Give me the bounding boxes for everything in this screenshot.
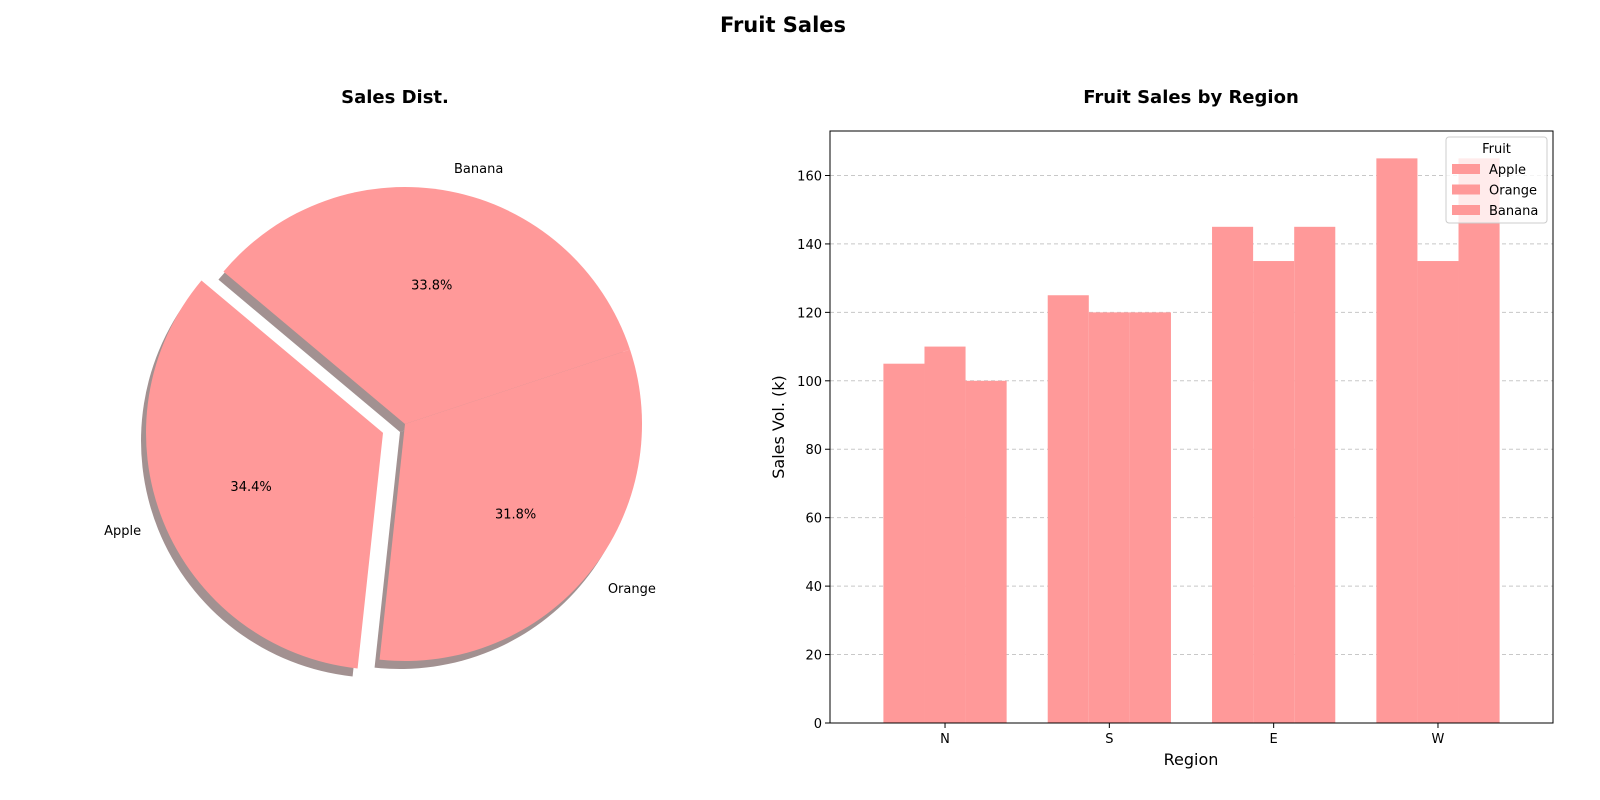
y-tick-label: 40: [805, 580, 822, 595]
pie-slice-banana: [223, 186, 630, 424]
y-tick-label: 80: [805, 443, 822, 458]
pie-title: Sales Dist.: [341, 87, 449, 108]
x-tick-label-s: S: [1105, 732, 1113, 747]
legend-label-banana: Banana: [1489, 204, 1538, 219]
bar-chart: Fruit Sales by Region 0 20 40 60 80 100 120 140…: [769, 87, 1554, 769]
legend-swatch-apple: [1452, 164, 1480, 174]
bar-orange-s: [1088, 312, 1130, 723]
legend-swatch-orange: [1452, 184, 1480, 195]
y-tick-label: 100: [797, 375, 822, 390]
y-tick-label: 20: [805, 649, 822, 664]
figure-title: Fruit Sales: [720, 13, 846, 37]
y-tick-label: 0: [814, 717, 822, 732]
pie-labels: Apple 34.4% Orange 31.8% Banana 33.8%: [104, 162, 656, 597]
bar-banana-w: [1458, 158, 1500, 723]
bar-banana-e: [1294, 226, 1336, 723]
x-tick-label-e: E: [1270, 732, 1278, 747]
x-axis-label: Region: [1164, 750, 1219, 769]
legend-title: Fruit: [1482, 142, 1511, 157]
y-tick-label: 120: [797, 306, 822, 321]
bar-title: Fruit Sales by Region: [1083, 87, 1299, 108]
legend-label-apple: Apple: [1489, 163, 1526, 178]
bar-banana-n: [965, 380, 1007, 723]
legend: Fruit Apple Orange Banana: [1445, 136, 1548, 224]
legend-swatch-banana: [1452, 205, 1480, 215]
bar-banana-s: [1129, 312, 1171, 723]
y-tick-label: 140: [797, 238, 822, 253]
bar-orange-n: [924, 346, 966, 723]
pie-percent-orange: 31.8%: [495, 507, 536, 522]
bar-apple-e: [1212, 226, 1254, 723]
pie-wedges: [146, 186, 642, 669]
bar-apple-s: [1047, 295, 1089, 723]
bar-apple-n: [883, 363, 925, 723]
pie-percent-apple: 34.4%: [230, 480, 271, 495]
pie-label-orange: Orange: [608, 582, 656, 597]
y-axis-ticks: 0 20 40 60 80 100 120 140 160: [797, 169, 830, 732]
bar-series: [883, 158, 1500, 723]
bar-orange-e: [1253, 261, 1295, 723]
y-tick-label: 160: [797, 169, 822, 184]
y-axis-label: Sales Vol. (k): [769, 375, 788, 479]
pie-label-banana: Banana: [454, 162, 503, 177]
legend-label-orange: Orange: [1489, 184, 1537, 199]
bar-apple-w: [1376, 158, 1418, 723]
bar-axes-frame: [829, 130, 1554, 724]
bar-orange-w: [1417, 261, 1459, 723]
x-tick-label-n: N: [940, 732, 950, 747]
x-tick-label-w: W: [1432, 732, 1445, 747]
pie-slice-apple: [146, 280, 384, 669]
pie-slice-orange: [379, 349, 642, 661]
pie-label-apple: Apple: [104, 524, 141, 539]
y-tick-label: 60: [805, 512, 822, 527]
pie-chart: Sales Dist. Apple 34.4% Orange 31.8% Banana 3…: [104, 87, 656, 677]
legend-box: [1445, 136, 1548, 224]
pie-percent-banana: 33.8%: [411, 278, 452, 293]
